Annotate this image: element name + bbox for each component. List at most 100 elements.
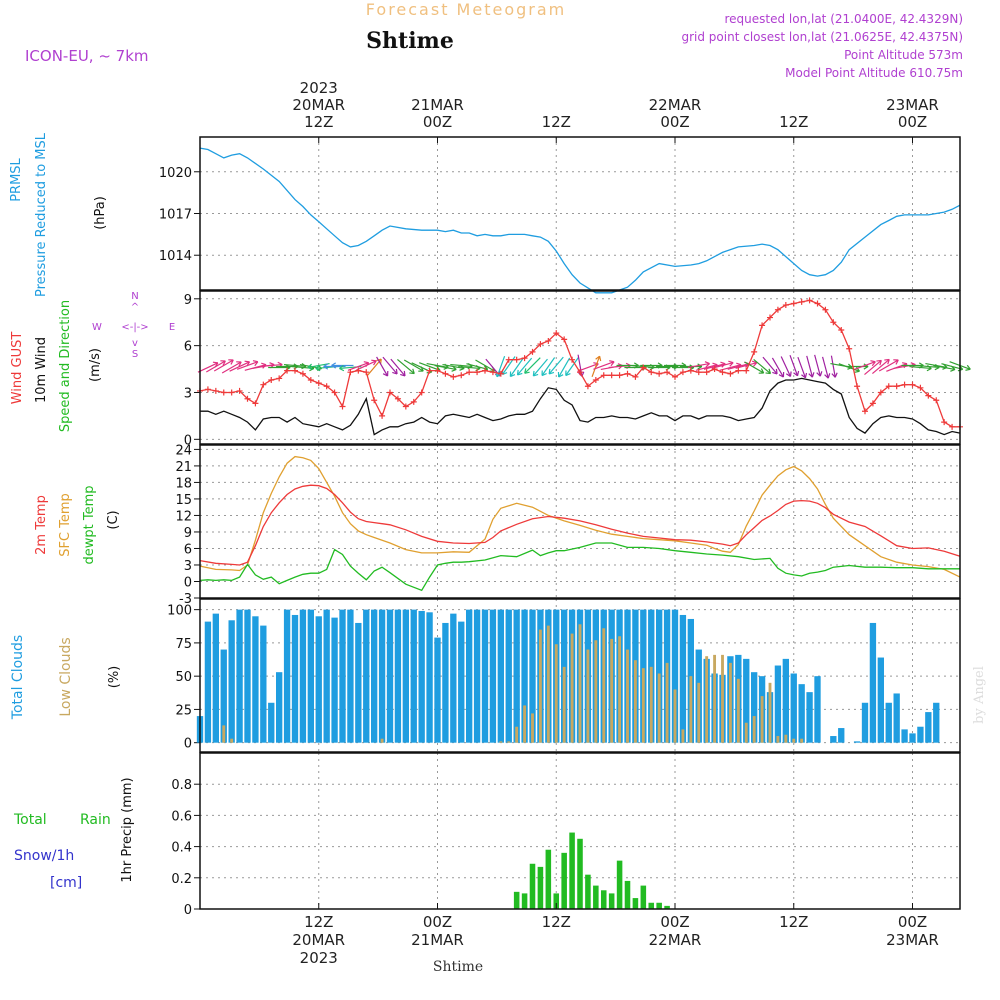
total-cloud-bar — [521, 609, 528, 743]
gust-point — [204, 386, 211, 393]
gust-point — [600, 372, 607, 379]
precip-bar — [608, 893, 615, 909]
gust-point — [418, 389, 425, 396]
wind-arrow — [541, 357, 556, 376]
low-cloud-bar — [507, 741, 511, 743]
wind-arrow-head — [236, 361, 242, 367]
total-cloud-bar — [426, 612, 433, 743]
total-cloud-bar — [743, 658, 750, 743]
wind-arrow-head — [307, 363, 313, 370]
gust-point — [379, 412, 386, 419]
low-cloud-bar — [610, 638, 614, 743]
precip-bar — [600, 890, 607, 909]
gust-point — [751, 348, 758, 355]
panel-frame — [199, 136, 961, 291]
wind-arrow — [509, 358, 524, 377]
gust-point — [292, 367, 298, 374]
total-cloud-bar — [307, 609, 314, 743]
gust-point — [703, 369, 710, 376]
gust-point — [759, 322, 766, 329]
gust-point — [276, 375, 283, 382]
total-clouds-label: Total Clouds — [10, 635, 26, 720]
wind-arrow — [524, 357, 541, 374]
time-label-top: 21MAR — [411, 96, 464, 114]
total-cloud-bar — [378, 609, 386, 743]
time-label-top: 22MAR — [649, 96, 702, 114]
total-cloud-bar — [458, 621, 465, 743]
wind-arrow-head — [548, 368, 555, 375]
y-tick-label: 9 — [184, 293, 192, 308]
gust-point — [442, 370, 449, 377]
gust-point — [743, 367, 750, 374]
gust-point — [672, 373, 678, 380]
wind-arrow — [390, 358, 406, 377]
total-cloud-bar — [909, 733, 916, 743]
low-cloud-bar — [538, 629, 542, 743]
gust-point — [774, 306, 781, 313]
wind-arrow-head — [516, 369, 523, 376]
low-cloud-bar — [776, 736, 780, 743]
gust-point — [719, 369, 726, 376]
wind-dir-label: Speed and Direction — [58, 300, 73, 432]
gust-point — [545, 337, 552, 344]
wind-arrow-head — [315, 364, 321, 372]
wind-arrow — [532, 358, 548, 377]
temp-unit: (C) — [106, 510, 121, 529]
total-cloud-bar — [497, 609, 504, 743]
total-cloud-bar — [212, 613, 219, 743]
total-cloud-bar — [291, 614, 299, 743]
dewpt-label: dewpt Temp — [82, 485, 97, 564]
gust-point — [387, 389, 393, 396]
gust-point — [679, 369, 686, 376]
model-label: ICON-EU, ~ 7km — [25, 47, 149, 65]
wind-arrow — [735, 362, 758, 369]
location-title: Shtime — [366, 28, 454, 54]
gust-point — [790, 300, 797, 307]
gust-point — [933, 397, 940, 404]
time-label-bottom: 00Z — [898, 913, 927, 931]
total-cloud-bar — [853, 741, 861, 743]
precip-bar — [553, 893, 560, 909]
gust-point — [616, 372, 623, 379]
gust-point — [869, 400, 876, 407]
gust-point — [474, 369, 481, 376]
gust-point — [877, 389, 884, 396]
time-label-bottom: 12Z — [542, 913, 571, 931]
wind-arrow-head — [824, 373, 831, 379]
wind-arrow — [789, 354, 799, 377]
y-tick-label: 0 — [184, 903, 192, 918]
wind-arrow — [591, 355, 601, 378]
wind-arrow-head — [331, 362, 337, 369]
gust-point — [260, 381, 267, 388]
wind-arrow-head — [884, 358, 890, 365]
wind-arrow-head — [524, 368, 530, 374]
total-cloud-bar — [885, 702, 892, 743]
low-cloud-bar — [752, 716, 756, 743]
y-tick-label: 0.6 — [171, 809, 192, 824]
low-cloud-bar — [713, 654, 717, 743]
low-cloud-bar — [657, 673, 661, 743]
low-cloud-bar — [681, 729, 685, 743]
gust-point — [450, 373, 457, 380]
total-cloud-bar — [917, 726, 924, 743]
grid-point-coords: grid point closest lon,lat (21.0625E, 42… — [681, 30, 963, 44]
total-cloud-bar — [473, 609, 481, 743]
gust-point — [244, 395, 251, 402]
temp2m-label: 2m Temp — [34, 495, 49, 555]
compass-e: E — [169, 322, 175, 333]
total-cloud-bar — [513, 609, 520, 743]
wind-arrow-head — [965, 364, 971, 371]
wind-arrow — [260, 363, 283, 368]
low-cloud-bar — [689, 676, 693, 743]
gust-point — [497, 370, 504, 377]
gust-point — [220, 389, 227, 396]
time-label-bottom: 00Z — [660, 913, 689, 931]
total-cloud-bar — [481, 609, 489, 743]
total-cloud-bar — [394, 609, 402, 743]
total-cloud-bar — [489, 609, 497, 743]
gust-point — [727, 370, 734, 377]
precip-bar — [632, 898, 639, 909]
low-cloud-bar — [594, 640, 598, 743]
gust-point — [885, 383, 892, 390]
gust-point — [426, 367, 433, 374]
